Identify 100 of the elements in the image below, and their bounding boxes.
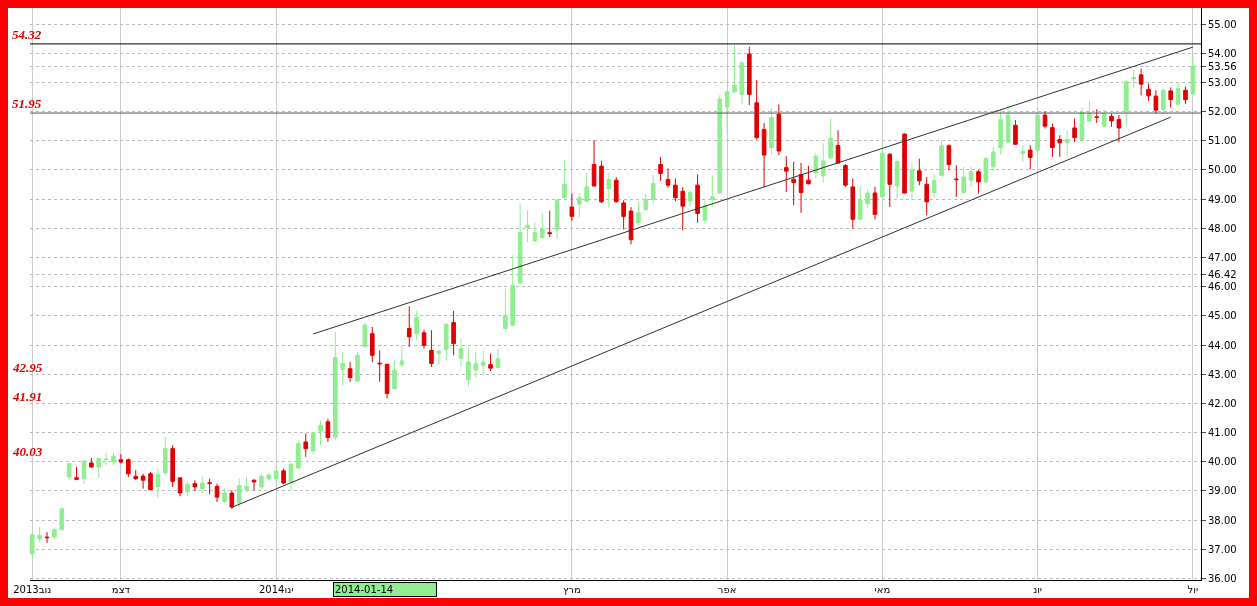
candlestick [236, 478, 242, 508]
candlestick [1124, 79, 1129, 126]
candlestick [229, 489, 235, 510]
candlestick [133, 469, 139, 481]
candlestick [1160, 88, 1166, 115]
y-tick-label: 54.00 [1208, 47, 1237, 59]
candlestick [953, 164, 959, 198]
candlestick [857, 185, 863, 221]
candlestick [392, 359, 397, 391]
candlestick [554, 198, 560, 240]
candlestick [983, 156, 989, 185]
candlestick [1146, 83, 1151, 102]
candlestick [347, 361, 353, 383]
candlestick [902, 132, 907, 194]
candlestick [429, 329, 434, 368]
y-tick-label: 52.00 [1208, 106, 1237, 118]
x-tick-label: דצמ [111, 584, 131, 595]
y-tick-label: 50.00 [1208, 164, 1237, 176]
candlestick [880, 145, 885, 200]
candlestick [702, 199, 708, 225]
candlestick [52, 527, 57, 540]
candlestick [673, 177, 678, 202]
candlestick [540, 212, 545, 239]
candlestick [340, 351, 346, 386]
candlestick [517, 203, 523, 285]
candlestick [1168, 86, 1173, 109]
candlestick [303, 433, 309, 458]
candlestick [333, 331, 338, 441]
candlestick [192, 479, 198, 492]
candlestick [377, 349, 382, 383]
candlestick [44, 531, 50, 544]
candlestick [399, 344, 405, 368]
candlestick [584, 172, 589, 203]
candlestick [66, 462, 72, 481]
y-tick-label: 47.00 [1208, 252, 1237, 264]
candlestick [658, 156, 663, 182]
candlestick [480, 350, 486, 376]
x-tick-label: יול [1187, 584, 1199, 595]
candlestick [1072, 118, 1077, 143]
candlestick [576, 192, 582, 219]
candlestick [1050, 123, 1055, 158]
candlestick [643, 193, 649, 212]
y-tick-label: 38.00 [1208, 514, 1237, 526]
candlestick [59, 507, 65, 531]
candlestick [1101, 109, 1107, 127]
annotation: 40.03 [12, 444, 43, 459]
candlestick [806, 165, 811, 186]
y-tick-label: 53.00 [1208, 76, 1237, 88]
candlestick [384, 362, 390, 399]
y-tick-label: 51.00 [1208, 135, 1237, 147]
candlestick [761, 122, 767, 188]
candlestick [924, 176, 930, 216]
candlestick [244, 476, 249, 493]
candlestick [466, 346, 471, 388]
y-tick-label: 42.00 [1208, 397, 1237, 409]
y-tick-label: 37.00 [1208, 543, 1237, 555]
candlestick [288, 462, 294, 491]
candlestick [222, 488, 227, 504]
candlestick [458, 338, 464, 368]
candlestick [296, 439, 301, 470]
candlestick [887, 152, 893, 208]
text: 2014-01-14 [335, 584, 394, 595]
candlestick [909, 162, 915, 202]
candlestick [473, 351, 479, 378]
annotation: 42.95 [12, 360, 43, 375]
candlestick [436, 348, 442, 365]
candlestick [118, 453, 124, 465]
x-tick-label: מאי [874, 584, 891, 595]
candlestick [1064, 129, 1070, 157]
candlestick [362, 322, 368, 349]
candlestick [1005, 104, 1011, 143]
candlestick [251, 478, 257, 491]
candlestick [917, 158, 922, 186]
candlestick [406, 305, 412, 348]
candlestick [281, 468, 286, 485]
candlestick [273, 463, 279, 486]
candlestick [872, 186, 878, 221]
candlestick [1131, 69, 1137, 90]
candlestick [495, 348, 501, 370]
candlestick [155, 468, 161, 499]
y-tick-label: 45.00 [1208, 310, 1237, 322]
candlestick [414, 310, 419, 341]
candlestick [613, 176, 619, 203]
candlestick [990, 146, 996, 172]
candlestick [503, 287, 508, 333]
candlestick [931, 173, 937, 199]
y-tick-label: 36.00 [1208, 573, 1237, 585]
y-tick-label: 46.00 [1208, 281, 1237, 293]
candlestick [650, 174, 656, 205]
candlestick [148, 471, 153, 491]
candlestick [754, 79, 760, 141]
candlestick [310, 431, 316, 455]
candlestick [680, 186, 686, 231]
candlestick [96, 457, 102, 479]
candlestick [30, 533, 35, 558]
candlestick [1094, 108, 1100, 124]
candlestick [266, 472, 272, 482]
candlestick [961, 166, 967, 194]
candlestick [976, 169, 981, 195]
candlestick [207, 478, 212, 495]
